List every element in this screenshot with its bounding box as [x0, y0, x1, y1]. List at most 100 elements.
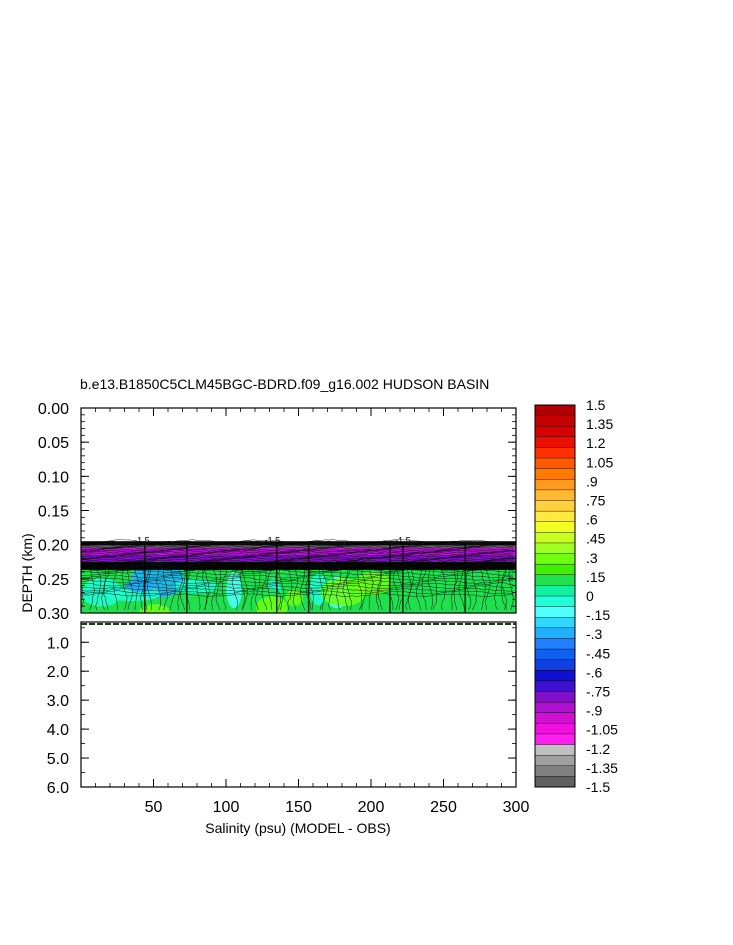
x-axis-label: Salinity (psu) (MODEL - OBS) — [205, 820, 390, 836]
x-tick-label: 250 — [430, 799, 457, 816]
contour-line — [427, 569, 433, 611]
colorbar-label: -.3 — [586, 626, 603, 642]
contour-line — [360, 569, 367, 611]
contour-line — [292, 569, 299, 611]
colorbar-swatch — [534, 489, 576, 501]
contour-line — [480, 569, 487, 611]
contour-line — [103, 569, 110, 611]
field-dark-strip — [81, 541, 516, 546]
colorbar-swatch — [534, 415, 576, 427]
colorbar-swatch — [534, 563, 576, 576]
colorbar-label: 1.35 — [586, 416, 613, 432]
chart-title: b.e13.B1850C5CLM45BGC-BDRD.f09_g16.002 H… — [80, 376, 489, 392]
contour-line — [81, 577, 514, 582]
colorbar-swatch — [534, 617, 576, 629]
colorbar-swatch — [534, 468, 576, 480]
contour-line — [375, 569, 382, 611]
contour-line — [112, 569, 118, 611]
colorbar: 1.5 1.35 1.2 1.05 .9 .75 .6 .45 .3 .15 0 -.15 -.3 -.4… — [534, 397, 618, 795]
y-axis-label: DEPTH (km) — [19, 533, 35, 612]
contour-line — [177, 569, 183, 611]
x-tick-label: 200 — [358, 799, 385, 816]
colorbar-label: -1.5 — [586, 779, 610, 795]
colorbar-swatch — [534, 510, 576, 523]
contour-line — [100, 569, 107, 611]
colorbar-swatch — [534, 638, 576, 650]
contour-line — [81, 585, 514, 590]
contour-label: -1.5 — [395, 536, 411, 546]
colorbar-label: -1.35 — [586, 760, 618, 776]
colorbar-swatch — [534, 744, 576, 756]
contour-labels: -1.5 -1.5 -1.5 — [134, 536, 411, 546]
contour-line — [416, 569, 422, 611]
y-tick-label: 3.0 — [47, 693, 69, 710]
y-tick-label: 4.0 — [47, 722, 69, 739]
colorbar-swatch — [534, 426, 576, 438]
x-tick-label: 150 — [285, 799, 312, 816]
colorbar-swatch — [534, 404, 576, 417]
contour-line — [377, 570, 383, 611]
contour-line — [484, 569, 491, 611]
contour-line — [134, 569, 140, 611]
colorbar-label: -.15 — [586, 607, 610, 623]
y-tick-label: 6.0 — [47, 780, 69, 797]
colorbar-swatch — [534, 754, 576, 767]
contour-line — [493, 569, 500, 611]
colorbar-label: -1.2 — [586, 741, 610, 757]
y-tick-label: 0.15 — [38, 504, 69, 521]
contour-line — [261, 570, 267, 611]
colorbar-label: .75 — [586, 493, 606, 509]
contour-line — [81, 574, 514, 579]
y-tick-label: 0.30 — [38, 606, 69, 623]
field-patch — [139, 604, 171, 613]
colorbar-label: .6 — [586, 512, 598, 528]
contour-line — [81, 546, 514, 551]
contour-line — [356, 569, 363, 611]
contour-line — [287, 569, 293, 611]
field-patch — [168, 600, 202, 613]
contour-line — [441, 569, 447, 611]
contour-line — [81, 550, 514, 555]
contour-line — [204, 569, 210, 610]
y-tick-label: 0.25 — [38, 572, 69, 589]
colorbar-label: 1.2 — [586, 435, 606, 451]
contour-line — [221, 569, 227, 611]
colorbar-swatch — [534, 670, 576, 682]
contour-line — [89, 569, 95, 611]
colorbar-swatch — [534, 479, 576, 491]
colorbar-swatch — [534, 457, 576, 470]
contour-line — [215, 569, 222, 611]
colorbar-swatch — [534, 765, 576, 777]
colorbar-swatch — [534, 532, 576, 544]
contour-line — [300, 569, 306, 611]
x-tick-label: 50 — [145, 799, 163, 816]
contour-line — [465, 569, 472, 611]
contour-line — [278, 569, 285, 611]
colorbar-swatch — [534, 595, 576, 608]
contour-line — [255, 569, 261, 611]
y-tick-label: 5.0 — [47, 751, 69, 768]
colorbar-swatch — [534, 542, 576, 555]
colorbar-swatch — [534, 553, 576, 565]
colorbar-label: .45 — [586, 531, 606, 547]
colorbar-swatch — [534, 712, 576, 724]
colorbar-label: .9 — [586, 473, 598, 489]
colorbar-swatch — [534, 521, 576, 533]
contour-line — [421, 569, 427, 611]
contour-line — [336, 569, 342, 611]
contour-line — [242, 569, 248, 611]
field-dark-strip — [81, 561, 516, 570]
contour-line — [458, 569, 465, 611]
contour-line — [81, 584, 84, 609]
contour-line — [81, 552, 514, 557]
contour-line — [345, 569, 352, 611]
contour-line — [180, 569, 186, 611]
colorbar-label: -.75 — [586, 684, 610, 700]
contour-line — [500, 569, 506, 611]
contour-line — [328, 569, 334, 611]
contour-line — [126, 569, 134, 611]
colorbar-swatch — [534, 627, 576, 639]
contour-line — [81, 555, 514, 560]
colorbar-label: -.9 — [586, 703, 603, 719]
